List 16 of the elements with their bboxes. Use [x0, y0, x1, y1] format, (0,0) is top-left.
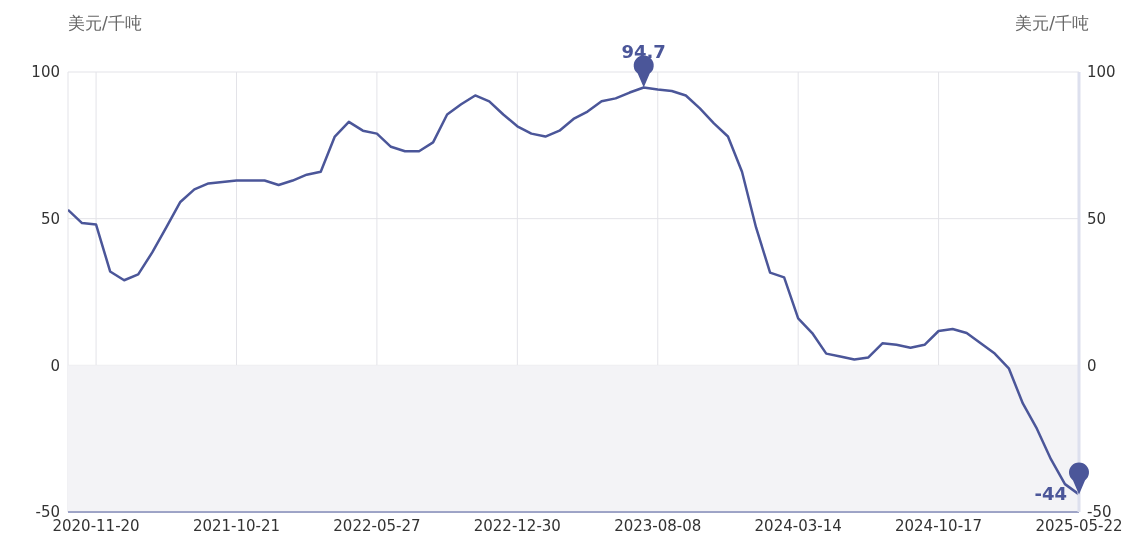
- y-tick-label: 0: [50, 356, 60, 375]
- x-tick-label: 2022-05-27: [333, 516, 421, 535]
- y-tick-label: 100: [31, 63, 60, 82]
- x-tick-label: 2024-03-14: [754, 516, 842, 535]
- x-tick-label: 2021-10-21: [192, 516, 281, 535]
- data-label: 94.7: [621, 40, 666, 62]
- data-label: -44: [1034, 483, 1067, 505]
- y2-tick-label: 0: [1087, 356, 1097, 375]
- y-tick-label: 50: [40, 209, 60, 228]
- x-tick-label: 2023-08-08: [614, 516, 702, 535]
- y2-axis-title: 美元/千吨: [1015, 12, 1089, 35]
- y2-tick-label: 100: [1087, 63, 1116, 82]
- y-axis-title: 美元/千吨: [68, 12, 142, 35]
- x-tick-label: 2024-10-17: [894, 516, 983, 535]
- y2-tick-label: 50: [1087, 209, 1107, 228]
- x-tick-label: 2022-12-30: [473, 516, 561, 535]
